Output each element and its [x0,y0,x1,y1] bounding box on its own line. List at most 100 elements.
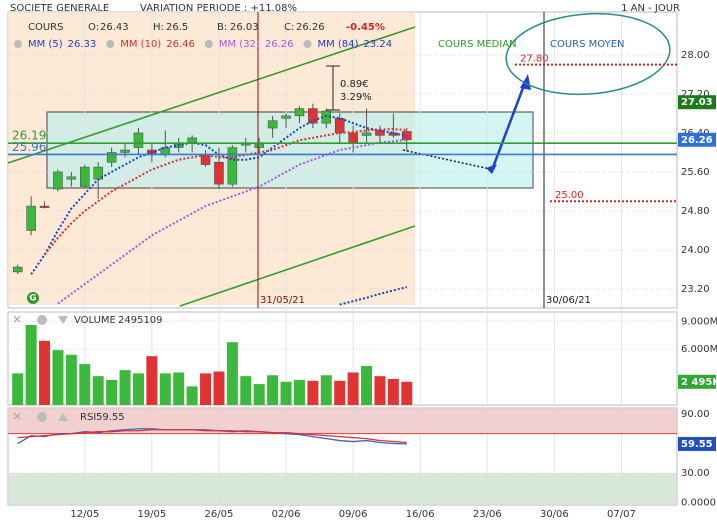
legend-item[interactable]: MM (32) [219,39,260,50]
arrow-head [520,74,531,90]
marker-label: G [29,294,36,304]
series-line [339,286,408,306]
icon[interactable]: ✕ [12,313,22,327]
candle-body [106,152,117,163]
volume-bar [320,375,332,405]
candle-body [66,176,77,180]
change: -0.45% [346,22,385,33]
volume-bar [374,376,386,405]
volume-bar [307,380,319,405]
price-badge-label: 59.55 [681,439,713,450]
volume-bar [186,386,198,405]
legend-item[interactable]: COURS MOYEN [550,39,625,50]
x-tick-label: 30/06 [540,509,569,520]
value: 26.5 [166,22,188,33]
volume-bar [253,384,265,405]
panel-title: VOLUME [74,315,116,326]
legend-icon[interactable] [106,40,115,48]
legend-value: 23.24 [363,39,392,50]
price-badge-label: 2 495K [681,377,717,388]
series-line [17,429,407,444]
legend-value: 26.26 [265,39,294,50]
legend-item[interactable]: MM (5) [28,39,63,50]
panel-value: 2495109 [118,315,163,326]
candle-body [214,161,224,185]
label: O: [88,22,99,33]
value: 26.03 [230,22,259,33]
legend-icon[interactable] [204,40,213,48]
price-badge-label: 27.03 [681,97,713,108]
legend-item[interactable]: COURS MEDIAN [438,39,517,50]
volume-bar [132,373,144,405]
measure-label: 0.89€ [340,79,369,90]
title: SOCIETE GENERALE [10,3,109,14]
icon[interactable] [37,412,47,422]
level-label: 26.19 [12,129,46,143]
price-badge [678,132,716,147]
price-badge [678,436,716,451]
volume-bar [334,380,346,405]
price-badge-label: 26.26 [681,135,713,146]
panel-icons: ✕ ✕ [12,313,68,424]
y-tick-label: 30.00 [681,468,710,479]
y-tick-label: 9.000M [681,316,717,327]
y-tick-label: 24.80 [681,206,710,217]
legend-item[interactable]: MM (84) [317,39,358,50]
volume-bar [280,381,292,405]
volume-bar [387,378,399,405]
series-line [43,128,407,256]
volume-bar [79,364,91,405]
candle-body [388,132,399,136]
legend-value: 26.33 [68,39,97,50]
label: COURS [28,22,63,33]
candle-body [281,115,291,119]
price-badge [678,374,716,389]
arrow-head [486,164,497,174]
volume-bar [213,371,225,405]
label: H: [153,22,164,33]
panel-title: RSI [80,412,96,423]
label: B: [217,22,227,33]
volume-bar [159,373,171,405]
candle-body [133,132,144,148]
x-tick-label: 09/06 [339,509,368,520]
target-label: 27.80 [520,54,549,65]
x-tick-label: 26/05 [205,509,234,520]
x-tick-label: 07/07 [607,509,636,520]
volume-bar [146,356,158,405]
highlight [505,12,671,96]
icon[interactable] [58,316,68,324]
label: C: [284,22,294,33]
x-tick-label: 23/06 [473,509,502,520]
value: 26.43 [100,22,129,33]
target-label: 25.00 [555,190,584,201]
candle-body [267,120,278,129]
series-line [57,138,407,305]
channel-lower [179,225,416,307]
x-tick-label: 16/06 [406,509,435,520]
candle-body [12,266,23,273]
variation: VARIATION PERIODE : +11.08% [140,3,297,14]
x-tick-label: 02/06 [272,509,301,520]
marker [27,292,39,304]
y-tick-label: 27.20 [681,89,710,100]
date-label: 30/06/21 [546,295,591,306]
icon[interactable] [58,413,68,421]
candle-body [308,108,318,124]
volume-bar [92,376,104,405]
legend-icon[interactable] [14,40,22,48]
candle-body [361,132,372,136]
legend-item[interactable]: MM (10) [120,39,161,50]
volume-bar [25,325,37,405]
candle-body [187,137,197,143]
channel-upper [7,26,416,164]
icon[interactable] [37,315,47,325]
volume-bar [240,376,252,405]
y-tick-label: 6.000M [681,344,717,355]
projection [402,149,491,170]
legend-icon[interactable] [303,40,312,48]
icon[interactable]: ✕ [12,410,22,424]
y-tick-label: 25.60 [681,167,710,178]
candle-body [53,171,63,190]
